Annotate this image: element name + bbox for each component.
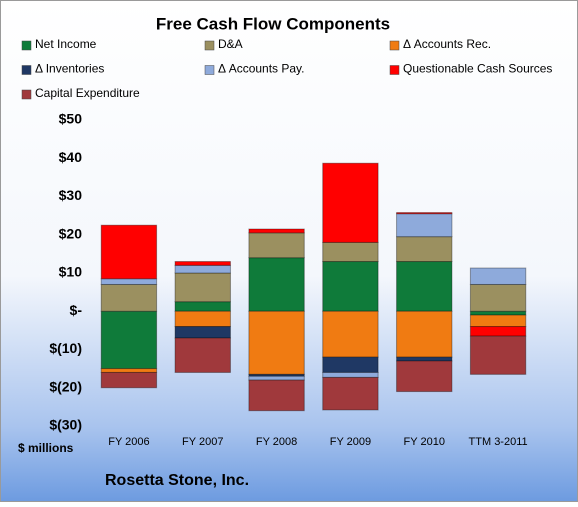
x-tick-label: FY 2008 <box>256 436 297 448</box>
bar-segment <box>248 379 305 412</box>
bar-segment <box>396 310 453 358</box>
x-tick-label: FY 2009 <box>330 436 371 448</box>
legend-label: Δ Accounts Pay. <box>218 62 305 76</box>
legend-swatch <box>389 65 400 75</box>
y-tick-label: $(10) <box>49 340 82 356</box>
legend-label: D&A <box>218 37 243 51</box>
y-tick-label: $50 <box>59 111 83 127</box>
bar-segment <box>100 368 158 373</box>
bar-segment <box>248 257 305 312</box>
footer: Rosetta Stone, Inc. <box>105 472 249 489</box>
y-tick-label: $(20) <box>49 378 82 394</box>
y-tick-label: $20 <box>59 225 83 241</box>
bar-segment <box>100 310 158 370</box>
bar-segment <box>100 283 158 312</box>
bar-segment <box>322 310 379 358</box>
x-tick-label: FY 2007 <box>182 436 223 448</box>
legend-label: Δ Inventories <box>35 62 104 76</box>
bar-segment <box>322 356 379 373</box>
bar-segment <box>322 162 379 243</box>
bar-segment <box>248 232 305 259</box>
y-tick-label: $10 <box>59 264 83 280</box>
bar-segment <box>322 241 379 263</box>
bar-segment <box>469 310 527 316</box>
bar-segment <box>174 272 231 303</box>
legend-swatch <box>21 89 32 100</box>
bar-segment <box>396 360 453 393</box>
legend-swatch <box>204 65 215 75</box>
legend-swatch <box>21 40 32 51</box>
legend-label: Capital Expenditure <box>35 86 140 100</box>
x-tick-label: TTM 3-2011 <box>469 436 528 448</box>
bar-segment <box>469 267 527 285</box>
y-axis-label: $ millions <box>18 441 74 455</box>
y-tick-label: $(30) <box>49 417 82 433</box>
bar-segment <box>322 371 379 378</box>
bar-segment <box>396 356 453 362</box>
bar-segment <box>469 326 527 337</box>
legend-label: Δ Accounts Rec. <box>403 37 491 51</box>
bar-segment <box>248 375 305 381</box>
bar-segment <box>396 213 453 238</box>
bar-segment <box>174 337 231 373</box>
bar-segment <box>396 212 453 215</box>
bar-segment <box>174 326 231 339</box>
legend-swatch <box>204 40 215 51</box>
bar-segment <box>100 224 158 280</box>
bar-segment <box>248 228 305 234</box>
y-tick-label: $- <box>70 302 83 318</box>
bar-segment <box>174 301 231 312</box>
x-tick-label: FY 2006 <box>108 436 149 448</box>
legend-swatch <box>389 40 400 51</box>
x-tick-label: FY 2010 <box>404 436 445 448</box>
bar-segment <box>322 261 379 312</box>
bar-segment <box>174 261 231 266</box>
bar-segment <box>174 310 231 328</box>
legend-swatch <box>21 65 32 75</box>
bar-segment <box>469 283 527 312</box>
y-tick-label: $30 <box>59 187 83 203</box>
bar-segment <box>100 278 158 285</box>
bar-segment <box>322 376 379 411</box>
bar-segment <box>174 264 231 274</box>
bar-segment <box>100 371 158 389</box>
bar-segment <box>469 314 527 328</box>
bar-segment <box>396 261 453 312</box>
bar-segment <box>248 310 305 375</box>
bar-segment <box>396 236 453 263</box>
legend-label: Net Income <box>35 37 97 51</box>
legend-label: Questionable Cash Sources <box>403 62 552 76</box>
chart-title: Free Cash Flow Components <box>156 14 390 33</box>
bar-segment <box>469 335 527 375</box>
y-tick-label: $40 <box>59 149 83 165</box>
